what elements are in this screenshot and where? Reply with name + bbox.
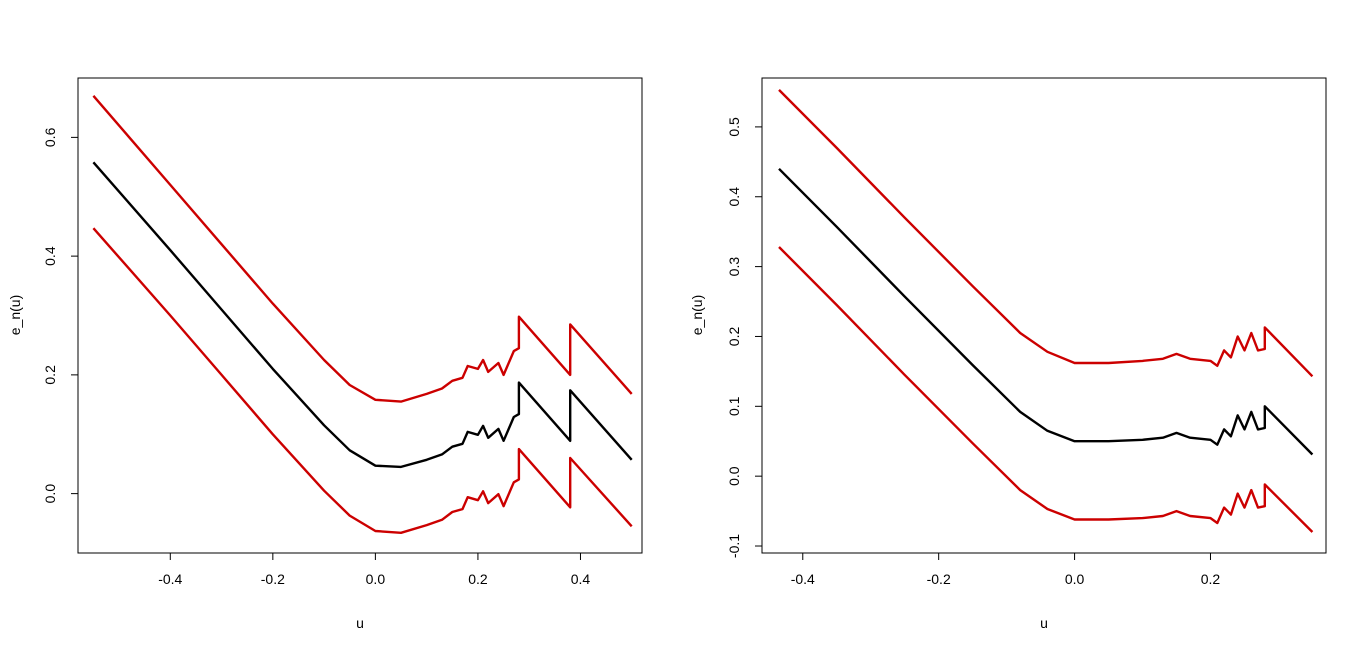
y-axis-label: e_n(u) [7, 295, 23, 335]
y-tick-label: 0.2 [726, 327, 742, 347]
y-tick-label: 0.0 [726, 466, 742, 486]
right-chart-panel: -0.4 -0.2 0.0 0.2 -0.10.00.10.20.30.40.5 u … [689, 77, 1327, 631]
x-axis-label: u [1040, 615, 1048, 631]
y-tick-label: 0.4 [42, 246, 58, 266]
y-tick-label: 0.5 [726, 117, 742, 137]
confidence-band-line [92, 95, 633, 403]
y-axis-label: e_n(u) [689, 295, 705, 335]
x-tick-label: 0.0 [1065, 571, 1085, 587]
x-tick-label: -0.2 [261, 571, 285, 587]
x-tick-label: -0.4 [158, 571, 182, 587]
x-tick-label: 0.2 [468, 571, 488, 587]
x-tick-label: 0.2 [1201, 571, 1221, 587]
estimate-line [778, 167, 1314, 456]
y-tick-label: 0.2 [42, 365, 58, 385]
y-tick-label: 0.6 [42, 127, 58, 147]
plot-frame [77, 77, 643, 554]
y-axis: -0.1 0.0 0.1 0.2 0.3 0.4 0.5 [726, 117, 763, 558]
y-axis: 0.0 0.2 0.4 0.6 [42, 127, 79, 504]
estimate-line [92, 161, 633, 469]
x-tick-label: 0.4 [571, 571, 591, 587]
x-tick-label: 0.0 [366, 571, 386, 587]
x-tick-label: -0.2 [927, 571, 951, 587]
x-axis: -0.4 -0.2 0.0 0.2 [791, 552, 1221, 587]
confidence-band-line [778, 246, 1314, 533]
x-tick-label: -0.4 [791, 571, 815, 587]
x-axis-label: u [356, 615, 364, 631]
y-tick-label: 0.3 [726, 257, 742, 277]
y-tick-label: 0.4 [726, 187, 742, 207]
left-chart-panel: -0.4 -0.2 0.0 0.2 0.4 0.0 0.2 0.4 0.6 u e_n(u) [7, 77, 643, 631]
x-axis: -0.4 -0.2 0.0 0.2 0.4 [158, 552, 591, 587]
y-tick-label: 0.1 [726, 396, 742, 416]
series-layer [778, 89, 1314, 533]
y-tick-label: 0.0 [42, 484, 58, 504]
y-tick-label: -0.1 [726, 534, 742, 558]
confidence-band-line [778, 89, 1314, 378]
confidence-band-line [92, 227, 633, 534]
series-layer [92, 95, 633, 534]
